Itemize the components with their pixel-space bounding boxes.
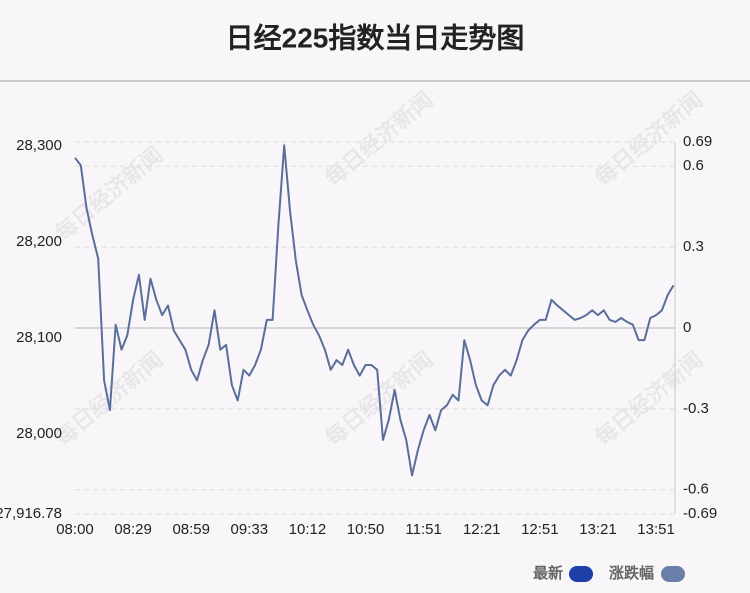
x-tick-label: 13:21 xyxy=(579,521,617,538)
y-tick-label: 28,100 xyxy=(16,329,62,346)
legend-label: 最新 xyxy=(533,564,563,582)
y-tick-label: 28,200 xyxy=(16,233,62,250)
x-tick-label: 08:00 xyxy=(56,521,94,538)
y-tick-label: 28,300 xyxy=(16,137,62,154)
y2-tick-label: 0.69 xyxy=(683,133,712,150)
x-tick-label: 08:59 xyxy=(172,521,210,538)
x-tick-label: 10:12 xyxy=(289,521,327,538)
y2-tick-label: 0.3 xyxy=(683,238,704,255)
x-tick-label: 12:21 xyxy=(463,521,501,538)
chart-title: 日经225指数当日走势图 xyxy=(226,21,525,53)
legend-label: 涨跌幅 xyxy=(609,564,654,582)
y-tick-label: 28,000 xyxy=(16,425,62,442)
legend-swatch xyxy=(569,566,593,582)
y2-tick-label: -0.69 xyxy=(683,505,717,522)
y-tick-label: 27,916.78 xyxy=(0,505,62,522)
legend-swatch xyxy=(661,566,685,582)
x-tick-label: 08:29 xyxy=(114,521,152,538)
y2-tick-label: 0 xyxy=(683,319,691,336)
x-tick-label: 13:51 xyxy=(637,521,675,538)
x-tick-label: 12:51 xyxy=(521,521,559,538)
y2-tick-label: -0.6 xyxy=(683,481,709,498)
y2-tick-label: 0.6 xyxy=(683,157,704,174)
x-tick-label: 11:51 xyxy=(405,521,441,538)
x-tick-label: 09:33 xyxy=(231,521,269,538)
y2-tick-label: -0.3 xyxy=(683,400,709,417)
price-line xyxy=(74,144,675,477)
x-tick-label: 10:50 xyxy=(347,521,385,538)
